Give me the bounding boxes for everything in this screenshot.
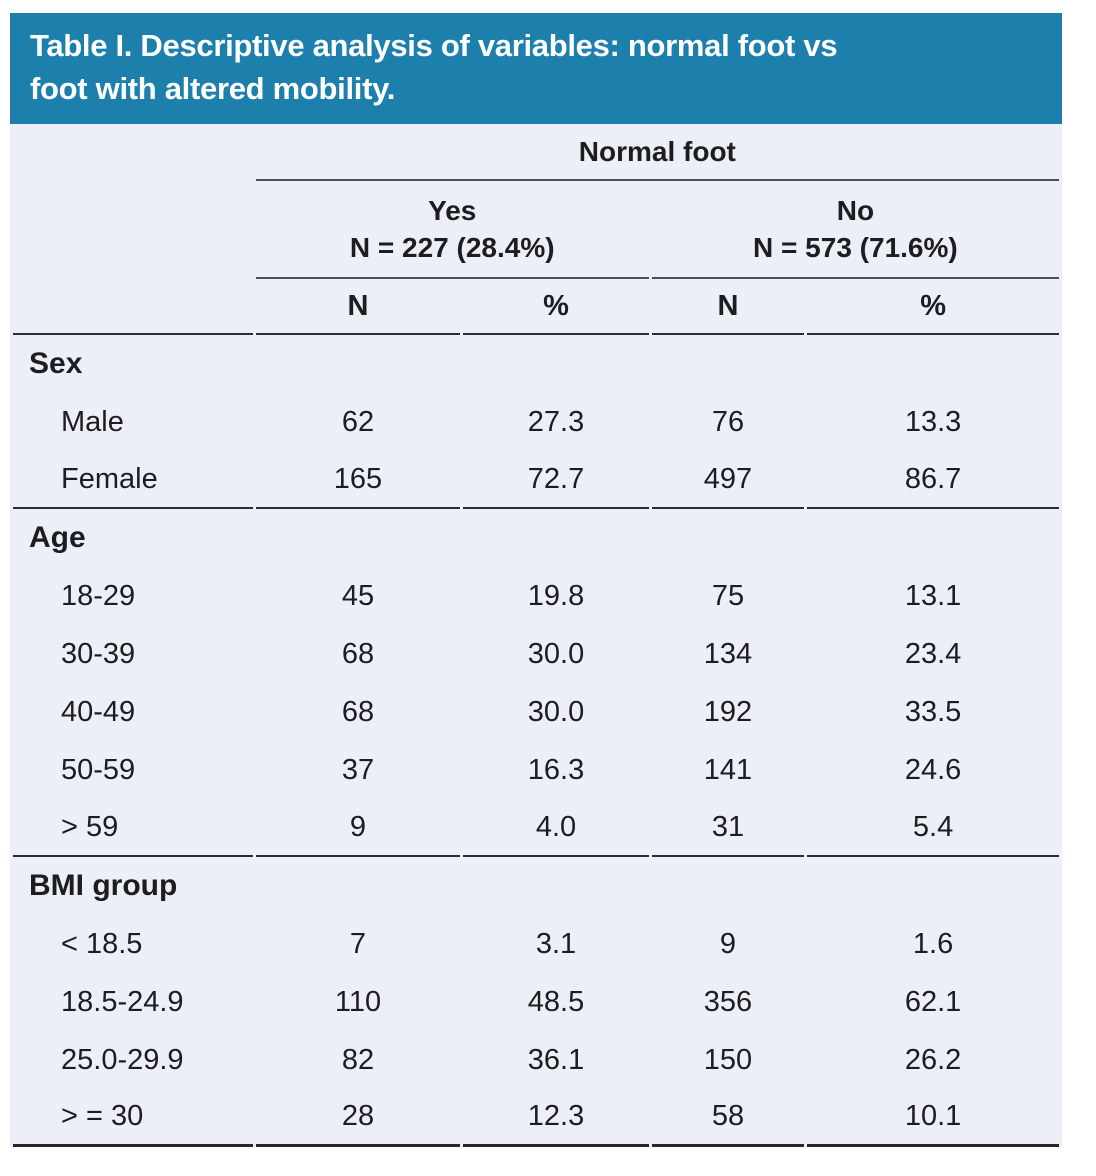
cell-yes-n: 68 [341, 637, 375, 670]
cell-no-pct: 13.3 [904, 405, 962, 438]
col-header-yes-pct: % [463, 279, 649, 335]
cell-no-pct: 10.1 [807, 1089, 1059, 1147]
table-row-50-59: 50-59 37 16.3 141 24.6 [13, 741, 1059, 799]
cell-yes-pct: 27.3 [527, 405, 585, 438]
table-row-30-plus: > = 30 28 12.3 58 10.1 [13, 1089, 1059, 1147]
corner-cell [13, 124, 253, 181]
table-row-under-18-5: < 18.5 7 3.1 9 1.6 [13, 915, 1059, 973]
cell-no-n: 356 [703, 985, 753, 1018]
cell-yes-n: 68 [341, 695, 375, 728]
cell-yes-pct: 4.0 [463, 799, 649, 857]
cell-yes-n: 110 [334, 985, 382, 1018]
section-label: BMI group [29, 869, 178, 902]
cell-no-n: 134 [703, 637, 753, 670]
cell-yes-pct: 3.1 [535, 927, 577, 960]
table-row-male: Male 62 27.3 76 13.3 [13, 393, 1059, 451]
cell-yes-pct: 30.0 [527, 695, 585, 728]
cell-yes-pct: 36.1 [527, 1043, 585, 1076]
column-header-row: N % N % [13, 279, 1059, 335]
row-label: Female [13, 451, 253, 509]
table-card: Table I. Descriptive analysis of variabl… [10, 13, 1062, 1147]
row-label: 18-29 [61, 579, 136, 612]
cell-no-pct: 86.7 [807, 451, 1059, 509]
cell-no-n: 141 [703, 753, 753, 786]
cell-yes-pct: 72.7 [463, 451, 649, 509]
table-title-line2: foot with altered mobility. [30, 71, 396, 106]
cell-no-pct: 62.1 [904, 985, 962, 1018]
cell-no-pct: 1.6 [912, 927, 954, 960]
empty-cell [13, 279, 253, 335]
row-label: > = 30 [13, 1089, 253, 1147]
row-label: 30-39 [61, 637, 136, 670]
table-row-female: Female 165 72.7 497 86.7 [13, 451, 1059, 509]
subgroup-no: No N = 573 (71.6%) [651, 181, 1059, 279]
cell-no-n: 9 [719, 927, 737, 960]
cell-no-pct: 23.4 [904, 637, 962, 670]
subgroup-yes: Yes N = 227 (28.4%) [255, 181, 649, 279]
table-title-line1: Table I. Descriptive analysis of variabl… [30, 28, 838, 63]
row-label: 18.5-24.9 [61, 985, 184, 1018]
table-row-over-59: > 59 9 4.0 31 5.4 [13, 799, 1059, 857]
section-header-sex: Sex [13, 335, 1059, 393]
cell-yes-n: 7 [349, 927, 367, 960]
row-label: < 18.5 [61, 927, 143, 960]
cell-yes-n: 28 [255, 1089, 461, 1147]
cell-no-n: 31 [651, 799, 805, 857]
section-header-bmi: BMI group [13, 857, 1059, 915]
table-title-bar: Table I. Descriptive analysis of variabl… [10, 13, 1062, 124]
col-header-no-pct: % [807, 279, 1059, 335]
cell-yes-n: 62 [341, 405, 375, 438]
subgroup-header-row: Yes N = 227 (28.4%) No N = 573 (71.6%) [13, 181, 1059, 279]
empty-cell [13, 181, 253, 279]
subgroup-no-n: N = 573 (71.6%) [753, 232, 958, 263]
section-header-age: Age [13, 509, 1059, 567]
row-label: 25.0-29.9 [61, 1043, 184, 1076]
cell-no-pct: 13.1 [904, 579, 962, 612]
col-header-yes-n: N [255, 279, 461, 335]
group-header: Normal foot [255, 124, 1059, 181]
table-row-18-29: 18-29 45 19.8 75 13.1 [13, 567, 1059, 625]
table-row-18-5-24-9: 18.5-24.9 110 48.5 356 62.1 [13, 973, 1059, 1031]
table-body: Normal foot Yes N = 227 (28.4%) No N = 5… [10, 124, 1062, 1147]
cell-yes-pct: 30.0 [527, 637, 585, 670]
table-row-30-39: 30-39 68 30.0 134 23.4 [13, 625, 1059, 683]
subgroup-yes-n: N = 227 (28.4%) [349, 232, 555, 263]
subgroup-yes-label: Yes [428, 195, 477, 226]
cell-no-n: 192 [703, 695, 753, 728]
cell-no-n: 75 [711, 579, 745, 612]
row-label: > 59 [13, 799, 253, 857]
cell-no-n: 497 [651, 451, 805, 509]
cell-no-pct: 24.6 [904, 753, 962, 786]
row-label: 50-59 [61, 753, 136, 786]
group-header-row: Normal foot [13, 124, 1059, 181]
cell-yes-n: 165 [255, 451, 461, 509]
row-label: Male [61, 405, 124, 438]
cell-yes-n: 37 [341, 753, 375, 786]
cell-no-pct: 26.2 [904, 1043, 962, 1076]
cell-no-pct: 33.5 [904, 695, 962, 728]
section-label: Age [29, 521, 86, 554]
cell-yes-n: 9 [255, 799, 461, 857]
cell-yes-n: 82 [341, 1043, 375, 1076]
cell-yes-pct: 48.5 [527, 985, 585, 1018]
cell-no-n: 150 [703, 1043, 753, 1076]
cell-yes-pct: 19.8 [527, 579, 585, 612]
table-row-40-49: 40-49 68 30.0 192 33.5 [13, 683, 1059, 741]
cell-no-n: 76 [711, 405, 745, 438]
descriptive-table: Normal foot Yes N = 227 (28.4%) No N = 5… [10, 124, 1062, 1147]
cell-no-pct: 5.4 [807, 799, 1059, 857]
cell-no-n: 58 [651, 1089, 805, 1147]
section-label: Sex [29, 347, 83, 380]
cell-yes-n: 45 [341, 579, 375, 612]
cell-yes-pct: 12.3 [463, 1089, 649, 1147]
row-label: 40-49 [61, 695, 136, 728]
table-row-25-0-29-9: 25.0-29.9 82 36.1 150 26.2 [13, 1031, 1059, 1089]
col-header-no-n: N [651, 279, 805, 335]
subgroup-no-label: No [836, 195, 875, 226]
cell-yes-pct: 16.3 [527, 753, 585, 786]
